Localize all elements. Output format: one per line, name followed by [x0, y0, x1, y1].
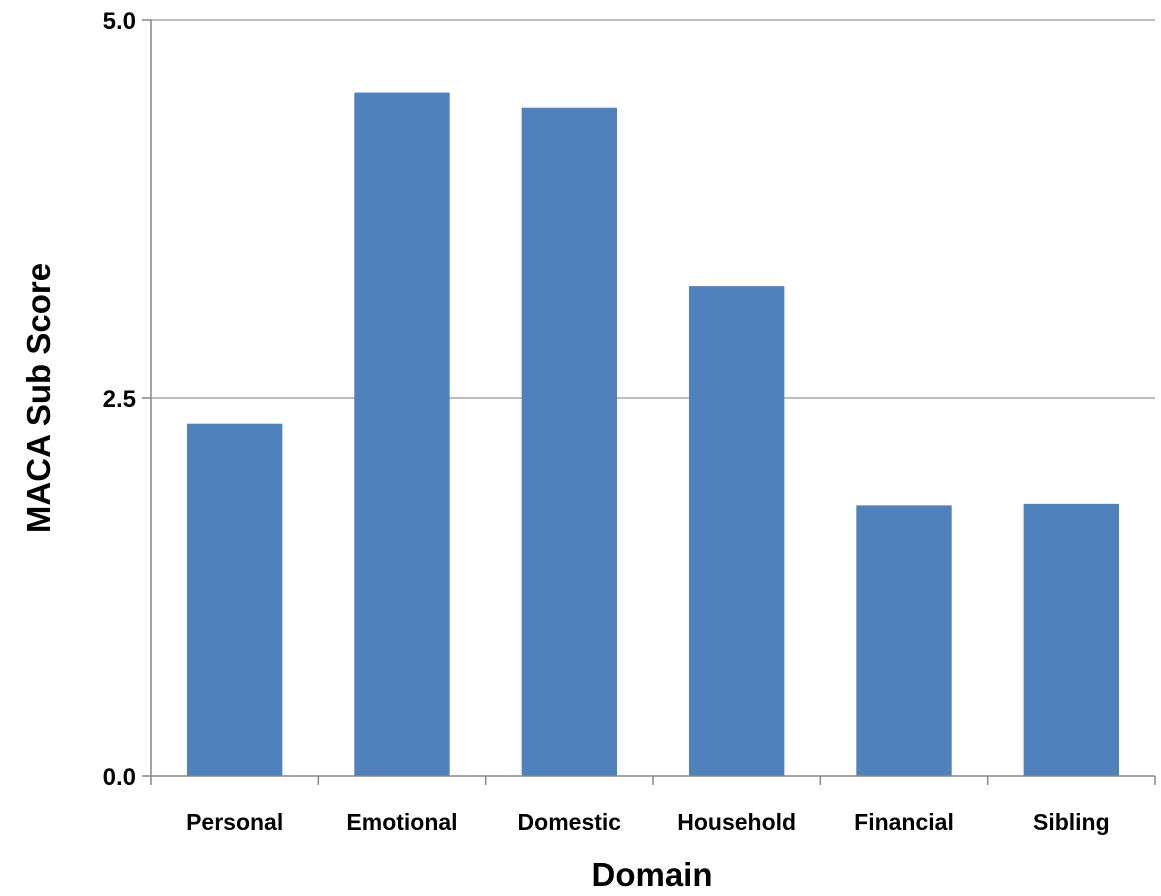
x-tick-label-financial: Financial [854, 809, 954, 835]
bars [186, 92, 1120, 777]
x-tick-label-sibling: Sibling [1033, 809, 1110, 835]
x-tick-labels: Personal Emotional Domestic Household Financ… [186, 809, 1110, 835]
y-tick-labels: 0.0 2.5 5.0 [103, 8, 136, 791]
x-tick-label-emotional: Emotional [346, 809, 457, 835]
gridlines [151, 19, 1155, 399]
bar-personal [186, 423, 283, 776]
bar-household [688, 286, 785, 776]
bar-domestic [521, 107, 618, 777]
x-tick-label-domestic: Domestic [518, 809, 622, 835]
bar-sibling [1023, 503, 1120, 776]
bar-emotional [354, 92, 450, 777]
y-tick-label-1: 2.5 [103, 386, 136, 413]
x-tick-label-personal: Personal [186, 809, 283, 835]
axes [142, 19, 1156, 785]
bar-financial [856, 505, 952, 776]
y-tick-label-0: 0.0 [103, 764, 136, 791]
y-axis-title: MACA Sub Score [20, 263, 57, 533]
y-tick-label-2: 5.0 [103, 8, 136, 35]
x-axis-title: Domain [591, 856, 712, 893]
x-tick-label-household: Household [677, 809, 796, 835]
